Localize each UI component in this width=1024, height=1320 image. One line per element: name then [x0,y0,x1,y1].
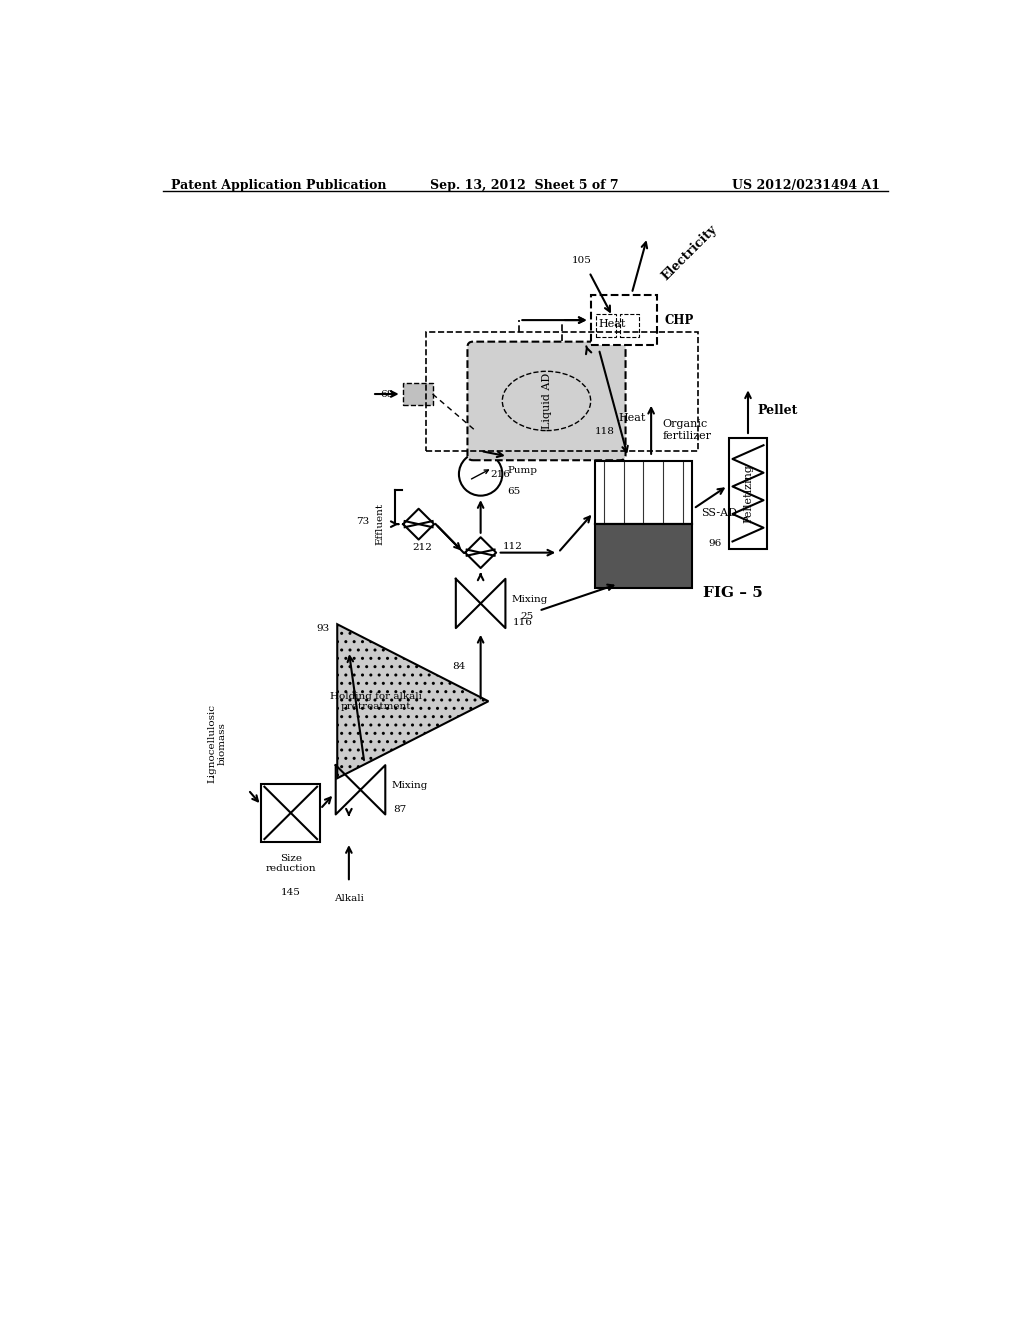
Bar [403,383,432,405]
Text: 87: 87 [393,805,407,813]
Text: US 2012/0231494 A1: US 2012/0231494 A1 [732,180,880,193]
Bar [595,524,692,587]
Text: Heat: Heat [618,413,645,424]
Bar [595,461,692,524]
Text: SS-AD: SS-AD [701,508,737,517]
Text: 105: 105 [571,256,591,265]
Polygon shape [337,624,488,779]
Text: Liquid AD: Liquid AD [542,372,552,429]
Text: 93: 93 [316,623,330,632]
Text: 216: 216 [490,470,510,479]
Text: 118: 118 [595,426,614,436]
Text: Holding for alkali
pretreatment: Holding for alkali pretreatment [330,692,422,711]
Bar [261,784,321,842]
Text: CHP: CHP [665,314,694,326]
Text: Size
reduction: Size reduction [265,854,316,873]
Bar [729,437,767,549]
FancyBboxPatch shape [591,296,657,345]
Text: Electricity: Electricity [658,223,719,282]
Bar [597,314,615,338]
Text: Lignocellulosic
biomass: Lignocellulosic biomass [208,704,227,783]
Text: 116: 116 [513,618,534,627]
Text: 112: 112 [503,543,522,550]
Text: 96: 96 [709,539,722,548]
Text: FIG – 5: FIG – 5 [702,586,763,601]
Text: Sep. 13, 2012  Sheet 5 of 7: Sep. 13, 2012 Sheet 5 of 7 [430,180,620,193]
Text: Pump: Pump [508,466,538,475]
Text: 65: 65 [508,487,521,495]
Text: 68: 68 [381,389,394,399]
Text: 84: 84 [452,663,465,671]
Text: Mixing: Mixing [512,595,548,605]
FancyBboxPatch shape [467,342,626,461]
Text: 25: 25 [520,612,534,622]
Text: Organic
fertilizer: Organic fertilizer [663,418,712,441]
Text: Patent Application Publication: Patent Application Publication [171,180,386,193]
Text: 73: 73 [356,517,370,527]
Text: Alkali: Alkali [334,894,364,903]
Text: 145: 145 [281,888,301,898]
Text: Mixing: Mixing [391,781,428,791]
Bar [620,314,639,338]
Text: Pellet: Pellet [758,404,798,417]
Text: 212: 212 [413,543,432,552]
Text: Heat: Heat [599,319,626,329]
Text: Effluent: Effluent [376,503,384,545]
Text: Pelletizing: Pelletizing [743,463,753,523]
